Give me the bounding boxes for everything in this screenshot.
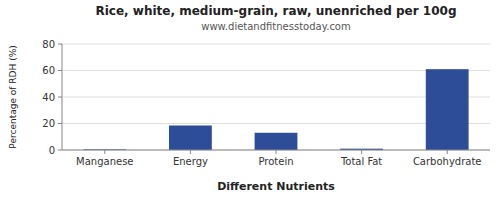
y-tick-label: 0 — [49, 145, 55, 156]
x-tick-label: Energy — [173, 156, 208, 167]
x-axis-label: Different Nutrients — [217, 180, 335, 193]
y-axis-label: Percentage of RDH (%) — [8, 45, 18, 148]
y-tick — [58, 44, 62, 45]
x-tick — [190, 150, 191, 154]
grid-line — [62, 44, 490, 45]
y-tick-label: 20 — [42, 118, 55, 129]
y-tick-label: 60 — [42, 65, 55, 76]
x-tick-label: Total Fat — [340, 156, 382, 167]
y-tick-label: 40 — [42, 92, 55, 103]
y-tick — [58, 97, 62, 98]
x-tick-label: Protein — [258, 156, 293, 167]
x-tick — [104, 150, 105, 154]
y-tick — [58, 123, 62, 124]
x-tick — [276, 150, 277, 154]
title: Rice, white, medium-grain, raw, unenrich… — [96, 4, 457, 18]
chart-container: Rice, white, medium-grain, raw, unenrich… — [0, 0, 500, 200]
y-axis-line — [62, 44, 63, 150]
bar — [169, 125, 212, 150]
subtitle: www.dietandfitnesstoday.com — [201, 21, 350, 32]
y-tick-label: 80 — [42, 39, 55, 50]
chart: Rice, white, medium-grain, raw, unenrich… — [0, 0, 500, 200]
bar — [426, 69, 469, 150]
bar — [255, 133, 298, 150]
x-tick — [447, 150, 448, 154]
y-tick — [58, 150, 62, 151]
x-tick — [361, 150, 362, 154]
bars — [83, 69, 468, 150]
y-tick — [58, 70, 62, 71]
x-axis: Manganese Energy Protein Total Fat Carbohydr… — [76, 150, 481, 167]
x-tick-label: Manganese — [76, 156, 133, 167]
y-axis: 0 20 40 60 80 — [42, 39, 490, 156]
x-tick-label: Carbohydrate — [413, 156, 482, 167]
